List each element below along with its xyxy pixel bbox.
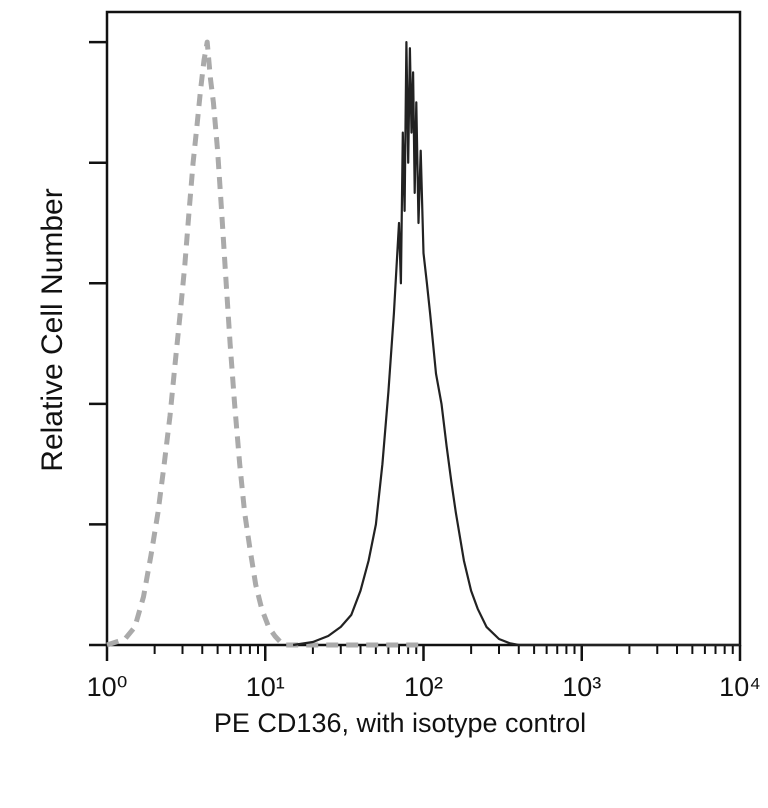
series-line bbox=[106, 39, 424, 648]
x-tick-label: 10³ bbox=[562, 672, 601, 702]
x-axis-label: PE CD136, with isotype control bbox=[214, 708, 586, 738]
x-tick-label: 10¹ bbox=[246, 672, 285, 702]
x-tick-label: 10² bbox=[404, 672, 443, 702]
series-line bbox=[292, 41, 740, 647]
y-axis-label: Relative Cell Number bbox=[36, 188, 69, 471]
x-tick-label: 10⁴ bbox=[719, 672, 761, 702]
x-tick-label: 10⁰ bbox=[87, 672, 128, 702]
plot-frame bbox=[105, 10, 742, 647]
